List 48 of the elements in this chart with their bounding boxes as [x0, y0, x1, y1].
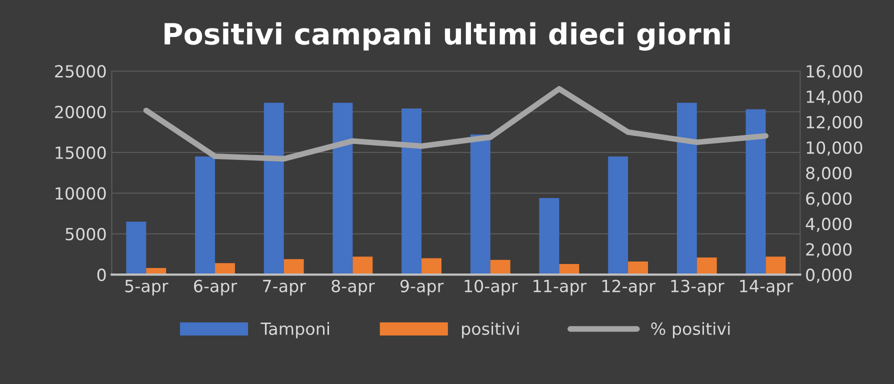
bar: [332, 102, 353, 275]
y2-tick-label: 16,000: [806, 65, 862, 80]
x-tick-label: 11-apr: [534, 280, 587, 296]
bar: [422, 258, 442, 275]
bar: [746, 109, 766, 275]
y-tick-label: 20000: [55, 106, 106, 118]
y-tick-label: 25000: [55, 65, 106, 78]
bar: [628, 262, 648, 275]
x-tick-label: 14-apr: [740, 280, 794, 296]
y2-tick-label: 8,000: [806, 166, 852, 182]
bar: [676, 102, 697, 275]
bar: [352, 256, 373, 275]
y2-tick-label: 0,000: [806, 268, 852, 283]
legend-label: positivi: [462, 322, 519, 338]
bar: [284, 259, 304, 275]
y-tick-label: 15000: [56, 146, 106, 160]
bar: [215, 263, 235, 275]
y-tick-label: 5000: [66, 228, 106, 240]
bar: [126, 222, 146, 275]
x-tick-label: 6-apr: [194, 280, 238, 296]
bar: [696, 257, 717, 275]
x-tick-label: 13-apr: [671, 280, 724, 296]
y-tick-label: 10000: [56, 187, 106, 200]
legend-label: % positivi: [651, 322, 730, 338]
y2-tick-label: 4,000: [806, 218, 852, 232]
x-tick-label: 10-apr: [464, 280, 518, 296]
bar: [559, 264, 580, 275]
x-tick-label: 7-apr: [263, 280, 306, 296]
y2-tick-label: 6,000: [806, 192, 852, 207]
x-tick-label: 12-apr: [602, 280, 656, 296]
bar: [539, 198, 560, 275]
bar: [470, 134, 490, 275]
y2-tick-label: 14,000: [806, 90, 862, 105]
bar: [195, 156, 216, 275]
x-tick-label: 5-apr: [125, 280, 168, 296]
legend-label: Tamponi: [260, 322, 329, 338]
chart-title: Positivi campani ultimi dieci giorni: [164, 22, 730, 51]
y2-tick-label: 12,000: [806, 116, 862, 130]
y2-tick-label: 10,000: [806, 141, 862, 156]
bar: [402, 108, 422, 275]
bar: [766, 256, 786, 275]
x-tick-label: 8-apr: [332, 280, 375, 296]
y2-tick-label: 2,000: [806, 243, 852, 258]
bar: [490, 260, 510, 275]
bar: [264, 102, 284, 275]
bar: [608, 156, 628, 275]
x-tick-label: 9-apr: [400, 280, 444, 296]
y-tick-label: 0: [97, 268, 106, 282]
